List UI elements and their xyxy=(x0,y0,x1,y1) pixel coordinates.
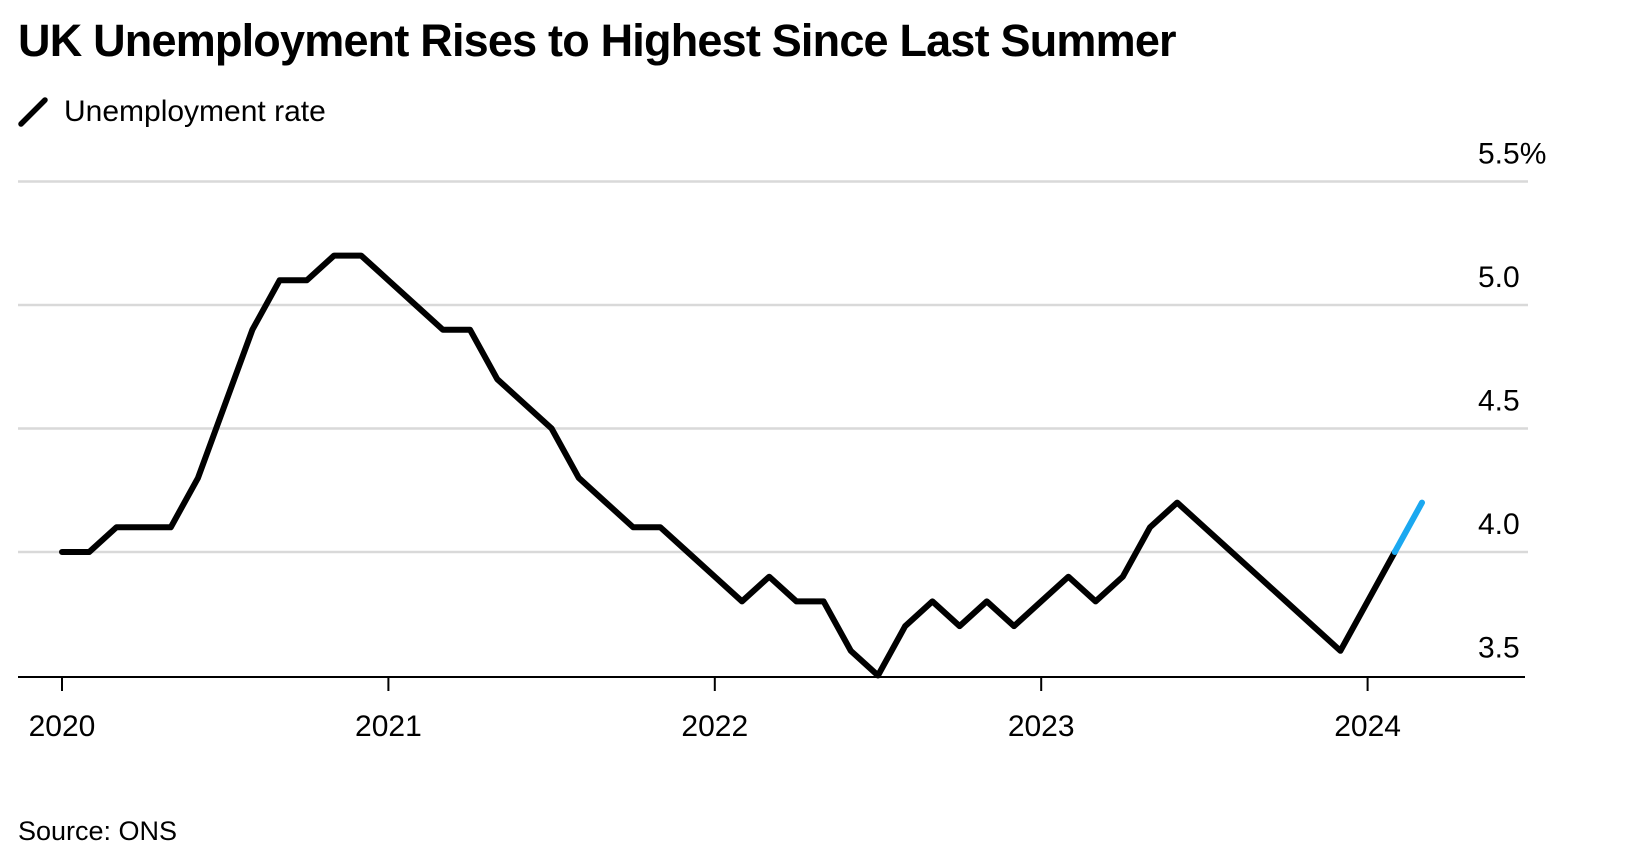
x-tick-label-2020: 2020 xyxy=(29,710,96,743)
x-tick-label-2024: 2024 xyxy=(1334,710,1401,743)
legend-line-icon xyxy=(18,97,48,127)
y-tick-label-3.5: 3.5 xyxy=(1478,632,1520,665)
source-note: Source: ONS xyxy=(18,816,178,846)
legend: Unemployment rate xyxy=(18,92,326,132)
y-tick-label-4.5: 4.5 xyxy=(1478,385,1520,418)
y-tick-label-5.0: 5.0 xyxy=(1478,261,1520,294)
chart-title: UK Unemployment Rises to Highest Since L… xyxy=(18,15,1177,66)
x-tick-label-2022: 2022 xyxy=(681,710,748,743)
y-axis-labels: 3.5 4.0 4.5 5.0 5.5% xyxy=(1478,138,1546,665)
series-unemployment-rate xyxy=(59,252,1425,679)
y-tick-label-5.5: 5.5% xyxy=(1478,138,1546,171)
series-line-unemployment-rate xyxy=(59,252,1398,679)
gridlines xyxy=(18,180,1528,554)
y-tick-label-4.0: 4.0 xyxy=(1478,508,1520,541)
x-axis: 2020 2021 2022 2023 2024 xyxy=(18,676,1525,743)
legend-label-unemployment-rate: Unemployment rate xyxy=(64,95,326,128)
x-tick-label-2023: 2023 xyxy=(1008,710,1075,743)
latest-point-highlight xyxy=(1391,499,1425,555)
x-tick-label-2021: 2021 xyxy=(355,710,422,743)
